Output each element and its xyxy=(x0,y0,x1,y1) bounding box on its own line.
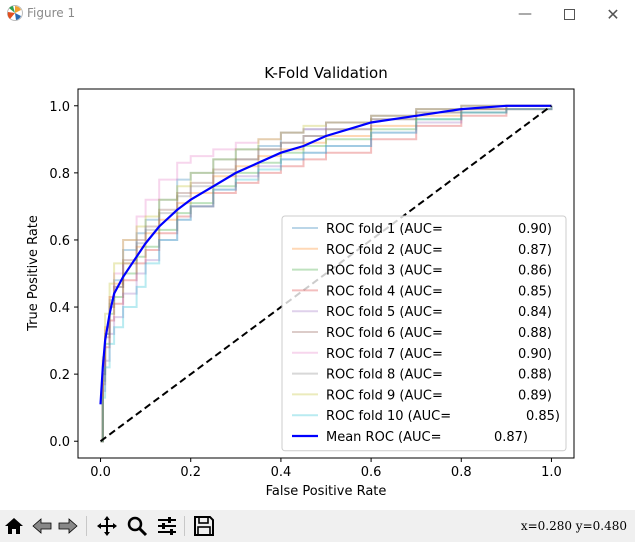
window-titlebar: Figure 1 — ✕ xyxy=(0,0,635,28)
x-axis-label: False Positive Rate xyxy=(266,484,387,499)
plot-lines xyxy=(99,104,553,443)
mean-roc-line xyxy=(99,104,552,405)
roc-fold-line xyxy=(100,105,553,443)
legend-label: ROC fold 7 (AUC= xyxy=(326,347,443,362)
legend-auc-value: 0.85) xyxy=(518,284,552,299)
minimize-button[interactable]: — xyxy=(502,0,548,28)
y-tick-label: 0.6 xyxy=(49,234,70,249)
roc-fold-line xyxy=(100,104,552,443)
legend-auc-value: 0.88) xyxy=(518,326,552,341)
axes-frame xyxy=(77,88,575,459)
back-arrow-icon xyxy=(32,518,52,534)
x-tick-label: 0.6 xyxy=(361,465,382,480)
window-title: Figure 1 xyxy=(27,6,76,20)
legend-label: ROC fold 9 (AUC= xyxy=(326,388,443,403)
toolbar-separator xyxy=(86,516,87,536)
zoom-icon xyxy=(127,516,148,537)
chart-title: K-Fold Validation xyxy=(264,64,387,82)
y-ticks: 0.0 0.2 0.4 0.6 0.8 1.0 xyxy=(49,100,78,450)
navigation-toolbar: x=0.280 y=0.480 xyxy=(0,510,635,542)
back-button[interactable] xyxy=(30,514,54,538)
cursor-coordinates: x=0.280 y=0.480 xyxy=(520,519,627,533)
legend-label: ROC fold 2 (AUC= xyxy=(326,243,443,258)
legend-label: ROC fold 1 (AUC= xyxy=(326,222,443,237)
x-ticks: 0.0 0.2 0.4 0.6 0.8 1.0 xyxy=(90,458,562,480)
y-tick-label: 1.0 xyxy=(49,100,70,115)
close-icon: ✕ xyxy=(606,4,620,24)
configure-subplots-icon xyxy=(158,517,176,535)
legend-auc-value: 0.87) xyxy=(518,243,552,258)
legend-label: ROC fold 6 (AUC= xyxy=(326,326,443,341)
y-tick-label: 0.2 xyxy=(49,368,70,383)
configure-subplots-button[interactable] xyxy=(155,514,179,538)
roc-fold-line xyxy=(100,104,552,443)
x-tick-label: 0.0 xyxy=(90,465,111,480)
y-tick-label: 0.4 xyxy=(49,301,70,316)
legend-label: ROC fold 8 (AUC= xyxy=(326,368,443,383)
zoom-button[interactable] xyxy=(125,514,149,538)
y-tick-label: 0.8 xyxy=(49,167,70,182)
minimize-icon: — xyxy=(518,6,532,22)
legend-label: ROC fold 10 (AUC= xyxy=(326,409,451,424)
legend: ROC fold 1 (AUC= 0.90) ROC fold 2 (AUC= 0.8… xyxy=(281,215,567,452)
legend-auc-value: 0.85) xyxy=(526,409,560,424)
roc-fold-line xyxy=(100,105,553,443)
legend-auc-value: 0.88) xyxy=(518,368,552,383)
roc-fold-line xyxy=(100,105,553,443)
legend-label: Mean ROC (AUC= xyxy=(326,430,441,445)
legend-label: ROC fold 3 (AUC= xyxy=(326,264,443,279)
home-icon xyxy=(5,518,23,534)
legend-box xyxy=(281,215,567,452)
save-icon xyxy=(194,516,214,536)
matplotlib-logo-icon xyxy=(7,5,23,21)
legend-label: ROC fold 4 (AUC= xyxy=(326,284,443,299)
y-tick-label: 0.0 xyxy=(49,435,70,450)
legend-auc-value: 0.90) xyxy=(518,347,552,362)
pan-button[interactable] xyxy=(95,514,119,538)
legend-auc-value: 0.89) xyxy=(518,388,552,403)
legend-label: ROC fold 5 (AUC= xyxy=(326,305,443,320)
legend-auc-value: 0.87) xyxy=(494,430,528,445)
roc-chart: K-Fold Validation 0.0 0.2 0.4 0.6 0.8 1.0 0.0… xyxy=(0,28,635,510)
pan-icon xyxy=(97,516,117,536)
figure-canvas[interactable]: K-Fold Validation 0.0 0.2 0.4 0.6 0.8 1.0 0.0… xyxy=(0,28,635,510)
forward-button[interactable] xyxy=(56,514,80,538)
x-tick-label: 0.2 xyxy=(180,465,201,480)
x-tick-label: 0.4 xyxy=(271,465,292,480)
legend-auc-value: 0.86) xyxy=(518,264,552,279)
forward-arrow-icon xyxy=(58,518,78,534)
legend-auc-value: 0.90) xyxy=(518,222,552,237)
x-tick-label: 1.0 xyxy=(541,465,562,480)
maximize-button[interactable] xyxy=(546,0,592,28)
y-axis-label: True Positive Rate xyxy=(26,215,41,332)
x-tick-label: 0.8 xyxy=(451,465,472,480)
maximize-icon xyxy=(563,8,575,20)
legend-auc-value: 0.84) xyxy=(518,305,552,320)
close-button[interactable]: ✕ xyxy=(590,0,635,28)
home-button[interactable] xyxy=(2,514,26,538)
save-button[interactable] xyxy=(192,514,216,538)
toolbar-separator xyxy=(184,516,185,536)
roc-fold-line xyxy=(100,104,552,443)
roc-fold-line xyxy=(100,105,553,443)
